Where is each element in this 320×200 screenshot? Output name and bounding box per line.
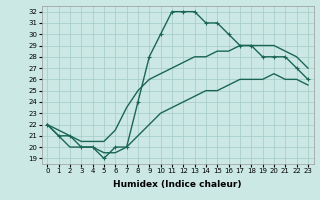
X-axis label: Humidex (Indice chaleur): Humidex (Indice chaleur) [113,180,242,189]
